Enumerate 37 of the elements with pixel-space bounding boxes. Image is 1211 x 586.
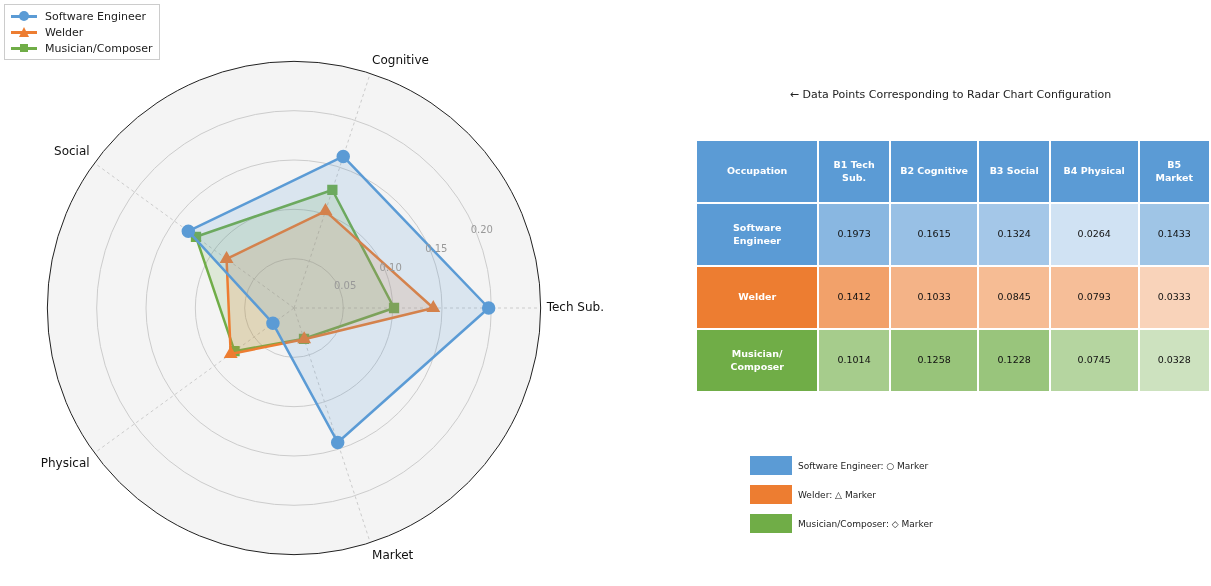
data-label: 0.0264 <box>1050 204 1138 265</box>
data-label: 0.0333 <box>1139 267 1209 328</box>
data-label: 0.1228 <box>979 330 1049 391</box>
spoke-label: Tech Sub. <box>545 300 605 315</box>
row-header: Musician/ Composer <box>697 330 818 391</box>
data-label: 0.0845 <box>979 267 1049 328</box>
data-label: 0.0745 <box>1050 330 1138 391</box>
spoke-label: Market <box>372 547 414 562</box>
y-axis-title: Occupation <box>697 141 818 202</box>
data-label: 0.0328 <box>1139 330 1209 391</box>
x-tick-label: B3 Social <box>979 141 1049 202</box>
legend-label: Welder <box>45 25 84 39</box>
data-label: 0.1433 <box>1139 204 1209 265</box>
data-label: 0.1033 <box>890 267 978 328</box>
spoke-label: Social <box>54 144 90 159</box>
text: Musician/Composer: ◇ Marker <box>798 518 933 529</box>
text: Welder: △ Marker <box>798 489 876 500</box>
row-header: Welder <box>697 267 818 328</box>
x-tick-label: B4 Physical <box>1050 141 1138 202</box>
data-label: 0.1973 <box>819 204 889 265</box>
data-label: 0.1412 <box>819 267 889 328</box>
data-label: 0.1014 <box>819 330 889 391</box>
text: Software Engineer: ○ Marker <box>798 460 929 471</box>
spoke-label: Cognitive <box>372 52 429 67</box>
legend-label: Musician/Composer <box>45 41 153 55</box>
data-label: 0.1615 <box>890 204 978 265</box>
data-label: 0.1324 <box>979 204 1049 265</box>
data-label: 0.1258 <box>890 330 978 391</box>
row-header: Software Engineer <box>697 204 818 265</box>
x-tick-label: B1 Tech Sub. <box>819 141 889 202</box>
spoke-label: Physical <box>40 455 90 470</box>
data-label: 0.0793 <box>1050 267 1138 328</box>
legend-label: Software Engineer <box>45 9 146 23</box>
chart-title: ← Data Points Corresponding to Radar Chart Configuration <box>788 88 1113 101</box>
x-tick-label: B2 Cognitive <box>890 141 978 202</box>
x-tick-label: B5 Market <box>1139 141 1209 202</box>
y-tick-label: 0.20 <box>470 223 493 235</box>
